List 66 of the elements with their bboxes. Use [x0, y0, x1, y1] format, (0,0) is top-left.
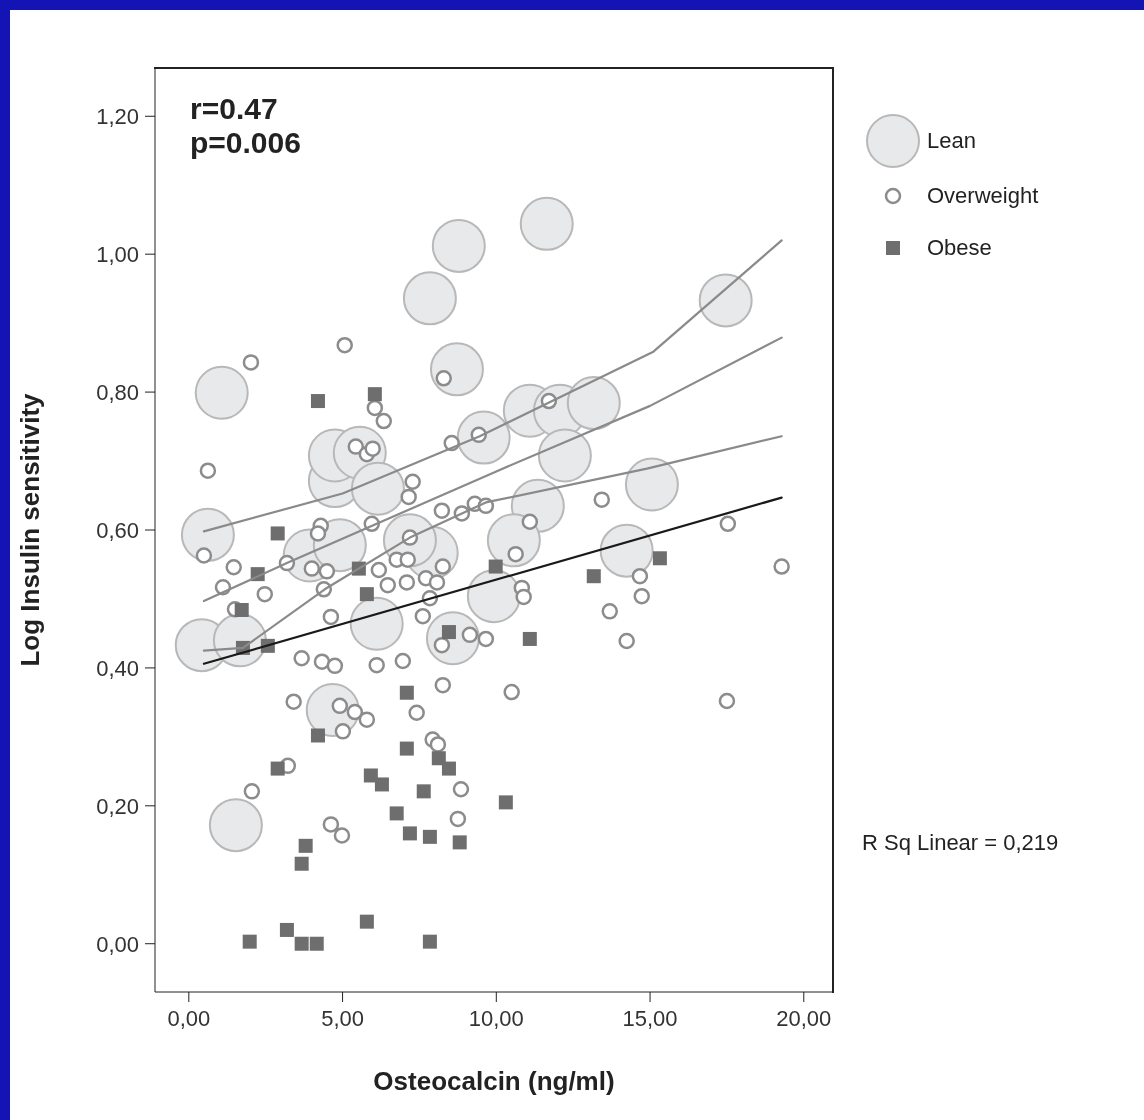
point: [279, 922, 294, 937]
point: [498, 795, 513, 810]
point: [310, 394, 325, 409]
point: [194, 365, 249, 420]
point: [488, 559, 503, 574]
x-tick-label: 10,00: [468, 1005, 524, 1031]
x-tick-label: 5,00: [321, 1005, 364, 1031]
point: [522, 631, 537, 646]
point: [586, 569, 601, 584]
point: [294, 856, 309, 871]
line-series: [202, 239, 783, 533]
annotation: p=0.006: [190, 126, 301, 160]
point: [242, 934, 257, 949]
point: [422, 934, 437, 949]
x-tick-label: 20,00: [776, 1005, 832, 1031]
point: [389, 806, 404, 821]
point: [363, 768, 378, 783]
point: [270, 761, 285, 776]
point: [422, 829, 437, 844]
point: [359, 914, 374, 929]
point: [431, 218, 486, 273]
point: [359, 587, 374, 602]
y-tick-label: 0,00: [96, 931, 139, 957]
y-axis-title: Log Insulin sensitivity: [15, 392, 46, 667]
point: [402, 271, 457, 326]
x-tick-label: 15,00: [622, 1005, 678, 1031]
point: [298, 838, 313, 853]
point: [399, 741, 414, 756]
point: [309, 936, 324, 951]
point: [310, 728, 325, 743]
point: [374, 777, 389, 792]
point: [429, 342, 484, 397]
point: [537, 428, 592, 483]
point: [519, 196, 574, 251]
point: [698, 273, 753, 328]
line-series: [202, 336, 783, 603]
legend-label: Lean: [927, 128, 976, 154]
y-tick-label: 0,40: [96, 655, 139, 681]
point: [624, 457, 679, 512]
y-tick-label: 0,60: [96, 517, 139, 543]
text: R Sq Linear = 0,219: [862, 830, 1059, 856]
legend-label: Obese: [927, 235, 992, 261]
point: [294, 936, 309, 951]
legend-label: Overweight: [927, 183, 1039, 209]
y-tick-label: 1,00: [96, 241, 139, 267]
point: [402, 826, 417, 841]
point: [350, 461, 405, 516]
point: [416, 784, 431, 799]
point: [652, 551, 667, 566]
point: [599, 523, 654, 578]
y-tick-label: 1,20: [96, 104, 139, 130]
point: [399, 685, 414, 700]
annotation: r=0.47: [190, 92, 278, 126]
point: [208, 798, 263, 853]
point: [452, 835, 467, 850]
point: [349, 596, 404, 651]
x-axis-title: Osteocalcin (ng/ml): [373, 1066, 615, 1096]
point: [431, 751, 446, 766]
point: [441, 761, 456, 776]
x-tick-label: 0,00: [167, 1005, 211, 1031]
point: [234, 602, 249, 617]
y-tick-label: 0,20: [96, 793, 139, 819]
point: [566, 376, 621, 431]
y-tick-label: 0,80: [96, 379, 139, 405]
point: [367, 387, 382, 402]
point: [270, 526, 285, 541]
